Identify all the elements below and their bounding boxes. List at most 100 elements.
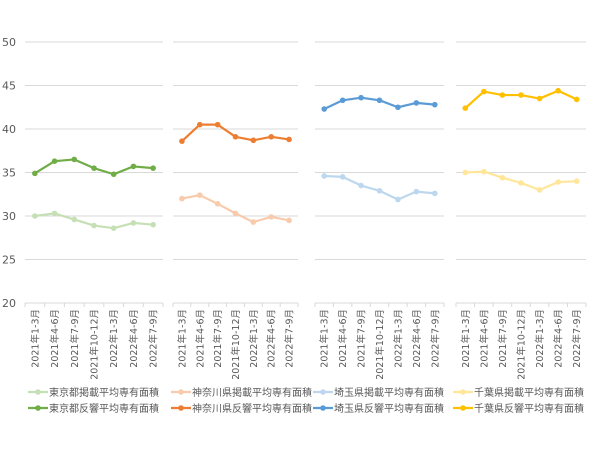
data-point: [431, 190, 438, 197]
data-point: [413, 188, 420, 195]
legend-label: 東京都掲載平均専有面積: [49, 386, 159, 399]
data-point: [71, 156, 78, 163]
x-tick-label: 2021年1-3月: [460, 309, 472, 368]
x-tick-label: 2022年1-3月: [534, 309, 546, 368]
x-tick-label: 2021年1-3月: [319, 309, 331, 368]
data-point: [51, 158, 58, 164]
legend-label: 神奈川県反響平均専有面積: [192, 402, 312, 415]
data-point: [91, 222, 97, 229]
data-point: [321, 106, 328, 112]
data-point: [573, 178, 580, 184]
legend-marker: [460, 389, 466, 395]
data-point: [71, 216, 78, 223]
y-tick-label: 50: [2, 36, 16, 49]
data-point: [358, 182, 364, 189]
data-point: [536, 187, 543, 193]
data-point: [150, 221, 156, 228]
x-tick-label: 2021年7-9月: [69, 309, 81, 368]
data-point: [395, 104, 401, 111]
x-tick-label: 2022年7-9月: [429, 309, 441, 368]
data-point: [250, 137, 257, 144]
x-tick-label: 2022年4-6月: [266, 309, 278, 368]
x-tick-label: 2021年1-3月: [29, 309, 41, 368]
data-point: [150, 165, 156, 171]
data-point: [214, 201, 221, 207]
x-tick-label: 2022年1-3月: [392, 309, 404, 368]
x-tick-label: 2021年10-12月: [89, 309, 101, 380]
y-tick-label: 40: [2, 123, 16, 136]
data-point: [179, 138, 185, 144]
data-point: [395, 196, 401, 203]
legend-marker: [35, 405, 41, 411]
x-tick-label: 2021年1-3月: [176, 309, 188, 368]
legend-label: 埼玉県掲載平均専有面積: [334, 386, 444, 399]
x-tick-label: 2022年4-6月: [553, 309, 565, 368]
x-tick-label: 2022年4-6月: [128, 309, 140, 368]
data-point: [286, 136, 292, 143]
legend-label: 埼玉県反響平均専有面積: [334, 402, 444, 415]
legend-label: 千葉県反響平均専有面積: [474, 402, 584, 415]
data-point: [179, 195, 185, 202]
data-point: [376, 97, 383, 104]
x-tick-label: 2021年7-9月: [356, 309, 368, 368]
data-point: [555, 179, 561, 185]
data-point: [555, 87, 561, 94]
data-point: [130, 220, 137, 226]
data-point: [462, 105, 469, 111]
x-tick-label: 2022年1-3月: [108, 309, 120, 368]
data-point: [250, 219, 257, 225]
data-point: [51, 210, 58, 217]
data-point: [91, 165, 97, 171]
x-tick-label: 2022年4-6月: [411, 309, 423, 368]
data-point: [110, 225, 117, 231]
x-tick-label: 2021年4-6月: [337, 309, 349, 368]
x-tick-label: 2021年4-6月: [478, 309, 490, 368]
legend-label: 東京都反響平均専有面積: [49, 402, 159, 415]
legend-marker: [320, 389, 326, 395]
data-point: [481, 168, 487, 175]
data-point: [196, 121, 203, 128]
x-tick-label: 2021年7-9月: [212, 309, 224, 368]
data-point: [196, 192, 203, 198]
y-tick-label: 20: [2, 297, 16, 310]
data-point: [573, 96, 580, 103]
legend-marker: [178, 389, 184, 395]
data-point: [268, 214, 275, 220]
data-point: [431, 101, 438, 108]
legend-label: 神奈川県掲載平均専有面積: [192, 386, 312, 399]
y-tick-label: 35: [2, 167, 16, 180]
data-point: [32, 213, 38, 219]
data-point: [339, 97, 346, 104]
x-tick-label: 2021年7-9月: [497, 309, 509, 368]
data-point: [232, 134, 239, 140]
x-tick-label: 2022年7-9月: [571, 309, 583, 368]
legend-marker: [320, 405, 326, 411]
x-tick-label: 2021年10-12月: [374, 309, 386, 380]
data-point: [321, 173, 328, 179]
data-point: [214, 121, 221, 128]
data-point: [268, 134, 275, 140]
data-point: [376, 187, 383, 194]
x-tick-label: 2021年10-12月: [516, 309, 528, 380]
legend-marker: [35, 389, 41, 395]
x-tick-label: 2022年7-9月: [284, 309, 296, 368]
legend-marker: [460, 405, 466, 411]
x-tick-label: 2021年4-6月: [49, 309, 61, 368]
x-tick-label: 2021年4-6月: [194, 309, 206, 368]
data-point: [481, 88, 487, 95]
legend-label: 千葉県掲載平均専有面積: [474, 386, 584, 399]
x-tick-label: 2022年7-9月: [148, 309, 160, 368]
data-point: [358, 94, 364, 101]
data-point: [518, 180, 524, 186]
data-point: [536, 95, 543, 102]
data-point: [339, 174, 346, 180]
data-point: [499, 92, 506, 98]
data-point: [232, 210, 239, 217]
data-point: [32, 170, 38, 177]
data-point: [499, 174, 506, 181]
data-point: [110, 171, 117, 178]
data-point: [518, 92, 524, 98]
y-tick-label: 30: [2, 210, 16, 223]
series-line: [324, 174, 435, 201]
